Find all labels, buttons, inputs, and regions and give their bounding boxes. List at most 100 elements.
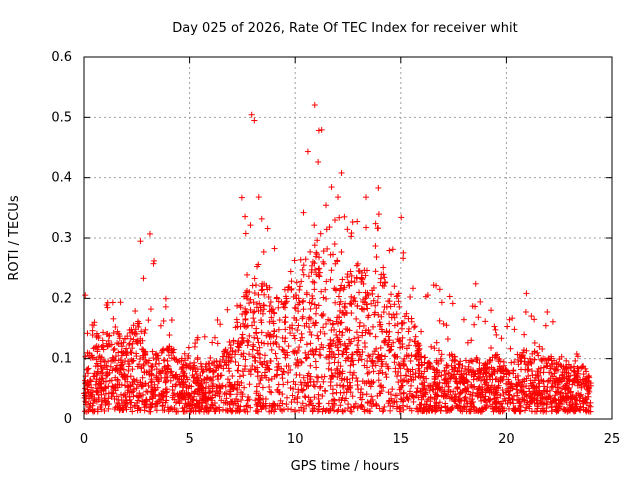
roti-point: [327, 336, 334, 343]
roti-point: [237, 323, 244, 330]
roti-point: [377, 383, 384, 390]
roti-point: [313, 364, 320, 371]
roti-point: [315, 374, 322, 381]
roti-point: [248, 111, 255, 118]
roti-point: [372, 268, 379, 275]
roti-point: [309, 295, 316, 302]
roti-point: [145, 317, 152, 324]
roti-point: [408, 382, 415, 389]
roti-point: [433, 339, 440, 346]
roti-point: [525, 372, 532, 379]
roti-point: [314, 237, 321, 244]
roti-point: [238, 194, 245, 201]
x-tick-label: 0: [80, 432, 88, 447]
roti-point: [275, 360, 282, 367]
roti-point: [296, 344, 303, 351]
roti-point: [438, 351, 445, 358]
roti-point: [293, 371, 300, 378]
roti-point: [137, 238, 144, 245]
roti-point: [249, 346, 256, 353]
roti-point: [139, 374, 146, 381]
roti-point: [329, 390, 336, 397]
roti-point: [157, 322, 164, 329]
roti-point: [332, 299, 339, 306]
roti-point: [250, 309, 257, 316]
roti-point: [533, 384, 540, 391]
roti-point: [319, 392, 326, 399]
roti-point: [298, 278, 305, 285]
roti-point: [328, 184, 335, 191]
roti-point: [245, 339, 252, 346]
y-tick-label: 0.3: [51, 231, 72, 246]
roti-point: [298, 330, 305, 337]
roti-point: [254, 335, 261, 342]
roti-point: [153, 407, 160, 414]
y-tick-label: 0.4: [51, 171, 72, 186]
roti-point: [207, 354, 214, 361]
roti-point: [375, 211, 382, 218]
roti-point: [353, 315, 360, 322]
roti-point: [171, 404, 178, 411]
roti-point: [194, 354, 201, 361]
roti-point: [273, 333, 280, 340]
roti-point: [222, 383, 229, 390]
roti-point: [517, 387, 524, 394]
roti-point: [325, 342, 332, 349]
roti-point: [403, 310, 410, 317]
roti-point: [482, 318, 489, 325]
roti-point: [388, 314, 395, 321]
roti-point: [362, 295, 369, 302]
roti-point: [287, 330, 294, 337]
roti-point: [291, 304, 298, 311]
roti-point: [369, 351, 376, 358]
roti-point: [299, 387, 306, 394]
roti-point: [542, 322, 549, 329]
roti-point: [312, 358, 319, 365]
roti-point: [372, 333, 379, 340]
roti-point: [152, 361, 159, 368]
roti-point: [315, 158, 322, 165]
roti-point: [335, 293, 342, 300]
roti-point: [232, 381, 239, 388]
roti-point: [331, 241, 338, 248]
roti-point: [527, 398, 534, 405]
roti-point: [540, 355, 547, 362]
y-tick-label: 0.2: [51, 291, 72, 306]
roti-point: [442, 371, 449, 378]
roti-point: [162, 295, 169, 302]
roti-point: [317, 352, 324, 359]
roti-point: [374, 299, 381, 306]
roti-point: [127, 335, 134, 342]
roti-point: [315, 127, 322, 134]
roti-point: [82, 292, 89, 299]
roti-point: [308, 331, 315, 338]
roti-point: [347, 362, 354, 369]
roti-point: [311, 102, 318, 109]
roti-point: [226, 368, 233, 375]
roti-point: [275, 304, 282, 311]
roti-point: [369, 323, 376, 330]
roti-point: [362, 272, 369, 279]
roti-point: [340, 382, 347, 389]
roti-point: [407, 357, 414, 364]
roti-point: [367, 383, 374, 390]
roti-point: [325, 400, 332, 407]
roti-point: [318, 373, 325, 380]
roti-point: [304, 148, 311, 155]
x-tick-label: 20: [498, 432, 515, 447]
roti-point: [348, 408, 355, 415]
roti-point: [399, 325, 406, 332]
roti-point: [333, 389, 340, 396]
roti-point: [306, 329, 313, 336]
roti-point: [498, 335, 505, 342]
roti-point: [316, 351, 323, 358]
roti-point: [246, 332, 253, 339]
roti-point: [116, 381, 123, 388]
roti-point: [507, 345, 514, 352]
roti-point: [509, 315, 516, 322]
roti-point: [268, 346, 275, 353]
roti-point: [311, 301, 318, 308]
roti-point: [141, 330, 148, 337]
roti-point: [294, 327, 301, 334]
